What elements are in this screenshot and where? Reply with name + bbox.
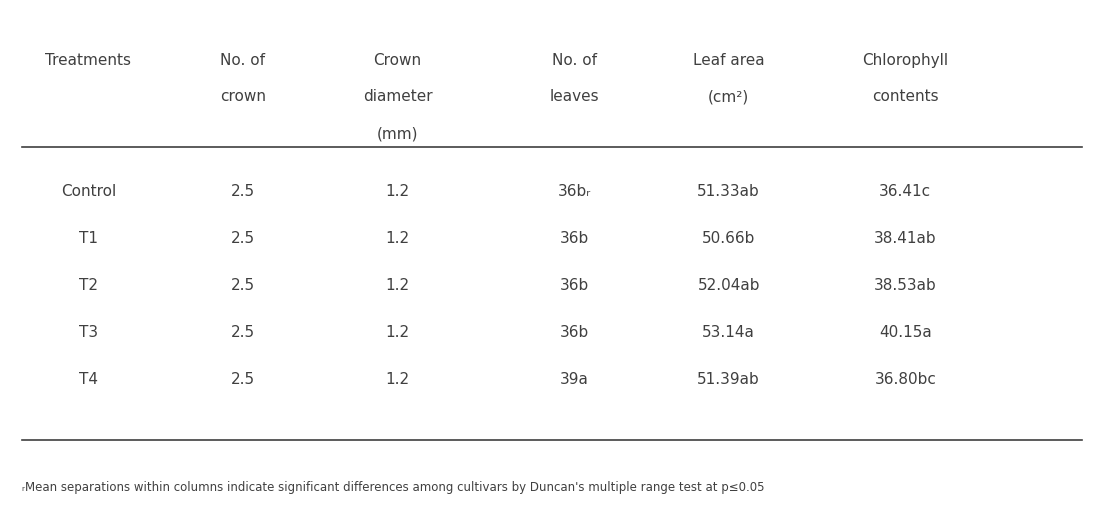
Text: 36.80bc: 36.80bc [874,373,936,387]
Text: 2.5: 2.5 [231,373,255,387]
Text: 2.5: 2.5 [231,184,255,199]
Text: (cm²): (cm²) [708,90,750,104]
Text: 1.2: 1.2 [385,278,410,293]
Text: T3: T3 [78,325,98,340]
Text: crown: crown [220,90,266,104]
Text: 52.04ab: 52.04ab [698,278,760,293]
Text: 36bᵣ: 36bᵣ [558,184,591,199]
Text: No. of: No. of [221,53,265,68]
Text: 36b: 36b [560,231,588,246]
Text: 2.5: 2.5 [231,231,255,246]
Text: 2.5: 2.5 [231,278,255,293]
Text: 36b: 36b [560,325,588,340]
Text: Crown: Crown [373,53,422,68]
Text: 53.14a: 53.14a [702,325,755,340]
Text: 1.2: 1.2 [385,373,410,387]
Text: No. of: No. of [552,53,596,68]
Text: leaves: leaves [550,90,598,104]
Text: (mm): (mm) [376,126,418,141]
Text: ᵣMean separations within columns indicate significant differences among cultivar: ᵣMean separations within columns indicat… [22,481,765,494]
Text: Treatments: Treatments [45,53,131,68]
Text: 1.2: 1.2 [385,184,410,199]
Text: 50.66b: 50.66b [702,231,755,246]
Text: 51.33ab: 51.33ab [698,184,760,199]
Text: 36.41c: 36.41c [879,184,932,199]
Text: 36b: 36b [560,278,588,293]
Text: 39a: 39a [560,373,588,387]
Text: 38.41ab: 38.41ab [874,231,936,246]
Text: 2.5: 2.5 [231,325,255,340]
Text: 1.2: 1.2 [385,231,410,246]
Text: 40.15a: 40.15a [879,325,932,340]
Text: 51.39ab: 51.39ab [698,373,760,387]
Text: diameter: diameter [362,90,433,104]
Text: Leaf area: Leaf area [693,53,764,68]
Text: T2: T2 [78,278,98,293]
Text: Control: Control [61,184,116,199]
Text: 1.2: 1.2 [385,325,410,340]
Text: 38.53ab: 38.53ab [874,278,936,293]
Text: Chlorophyll: Chlorophyll [862,53,948,68]
Text: T1: T1 [78,231,98,246]
Text: contents: contents [872,90,938,104]
Text: T4: T4 [78,373,98,387]
